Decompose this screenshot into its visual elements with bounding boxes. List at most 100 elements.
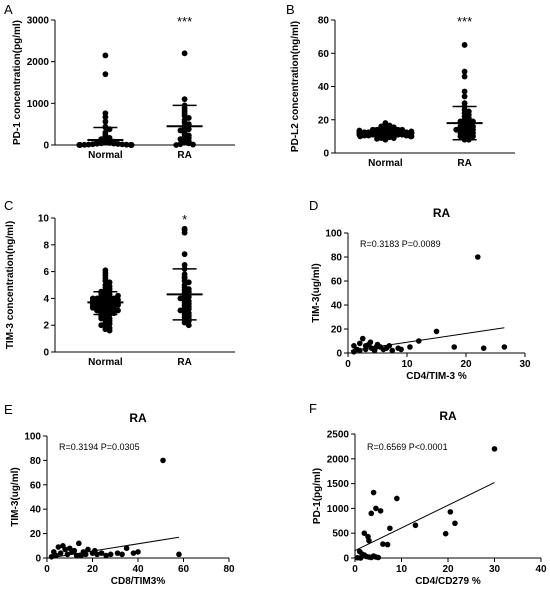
y-tick-label: 6 (43, 267, 49, 278)
x-axis-label: CD4/TIM-3 % (406, 371, 467, 382)
y-tick-label: 0 (336, 349, 342, 360)
data-point (452, 520, 458, 527)
x-axis-label: CD4/CD279 % (415, 576, 481, 587)
y-tick-label: 40 (331, 301, 343, 312)
data-point (356, 130, 363, 137)
data-point (48, 553, 55, 560)
x-category-label: Normal (88, 357, 123, 368)
stats-annotation: R=0.3183 P=0.0089 (360, 239, 441, 249)
y-tick-label: 2000 (27, 57, 50, 68)
data-point (89, 303, 96, 310)
x-tick-label: 0 (345, 359, 351, 370)
data-point (115, 296, 121, 303)
y-axis-label: TIM-3 concentration(ng/ml) (5, 221, 16, 349)
data-point (135, 549, 141, 555)
data-point (181, 262, 188, 268)
data-point (119, 551, 125, 558)
y-tick-label: 2500 (327, 430, 350, 441)
x-category-label: Normal (368, 158, 403, 169)
x-tick-label: 10 (396, 564, 408, 575)
data-point (375, 554, 382, 561)
data-point (106, 320, 113, 327)
data-point (365, 132, 372, 139)
y-tick-label: 100 (24, 432, 41, 443)
y-tick-label: 2000 (327, 454, 350, 465)
data-point (76, 142, 83, 148)
y-tick-label: 80 (30, 456, 42, 467)
y-tick-label: 60 (30, 480, 42, 491)
data-point (399, 126, 406, 133)
y-axis-label: PD-L2 concentration(ng/ml) (290, 21, 301, 152)
data-point (377, 508, 384, 514)
panel-letter: E (4, 402, 13, 417)
x-tick-label: 30 (489, 564, 501, 575)
chart-panel-e: E 0 20 40 60 80 100 TIM-3(ug/ml) 0 20 40 60 80 CD8/TI… (4, 402, 235, 587)
data-point (78, 552, 84, 559)
data-point (82, 551, 89, 558)
regression-line (354, 482, 495, 552)
data-point (102, 118, 109, 125)
data-point (389, 347, 396, 354)
x-tick-label: 30 (519, 359, 531, 370)
data-point (53, 552, 59, 559)
data-point (89, 295, 96, 302)
data-point (57, 550, 64, 556)
data-point (98, 140, 105, 147)
chart-panel-a: A 0 1000 2000 3000 PD-1 concentration(pg/ml) N… (4, 2, 235, 161)
data-point (357, 347, 363, 354)
data-point (98, 550, 105, 556)
panel-letter: F (309, 401, 317, 416)
chart-panel-d: D 0 20 40 60 80 100 TIM-3(ug/ml) 0 10 20 30 CD4/TIM-… (309, 198, 531, 382)
data-point (102, 71, 109, 78)
y-tick-label: 10 (38, 214, 50, 225)
data-point (85, 141, 92, 148)
regression-line (49, 536, 180, 559)
chart-panel-c: C 0 2 4 6 8 10 TIM-3 concentration(ng/ml) Normal… (4, 198, 235, 368)
data-point (368, 510, 375, 517)
x-tick-label: 20 (87, 564, 99, 575)
chart-title: RA (129, 411, 147, 425)
data-point (115, 141, 121, 147)
data-point (382, 136, 389, 143)
y-tick-label: 2 (43, 321, 49, 332)
data-point (107, 551, 114, 558)
data-point (114, 550, 121, 556)
data-point (185, 306, 192, 313)
data-point (102, 114, 109, 120)
data-point (357, 340, 363, 347)
data-point (461, 68, 468, 75)
data-point (81, 141, 88, 148)
data-point (373, 505, 379, 512)
panel-letter: D (309, 198, 318, 213)
y-tick-label: 3000 (27, 16, 50, 27)
stats-annotation: R=0.6569 P<0.0001 (367, 442, 448, 452)
data-point (398, 346, 404, 353)
data-point (119, 141, 126, 148)
y-tick-label: 80 (318, 16, 330, 27)
data-point (115, 302, 121, 308)
data-point (102, 52, 109, 59)
x-category-label: RA (457, 158, 471, 169)
data-point (384, 541, 391, 548)
y-tick-label: 0 (43, 141, 49, 152)
significance-label: *** (457, 14, 472, 29)
data-point (94, 307, 100, 314)
panel-letter: A (4, 2, 13, 17)
data-point (115, 307, 121, 314)
data-point (185, 126, 192, 133)
y-tick-label: 60 (331, 277, 343, 288)
data-point (370, 489, 377, 496)
y-tick-label: 8 (43, 240, 49, 251)
data-point (181, 229, 188, 236)
data-point (461, 88, 468, 95)
x-tick-label: 20 (442, 564, 454, 575)
y-tick-label: 80 (331, 253, 343, 264)
data-point (185, 322, 192, 329)
data-point (366, 537, 372, 544)
panel-letter: B (286, 2, 295, 17)
y-axis-label: TIM-3(ug/ml) (10, 467, 21, 526)
y-axis-label: TIM-3(ug/ml) (311, 263, 322, 322)
data-point (451, 344, 458, 350)
data-point (91, 547, 98, 554)
data-point (461, 42, 468, 48)
